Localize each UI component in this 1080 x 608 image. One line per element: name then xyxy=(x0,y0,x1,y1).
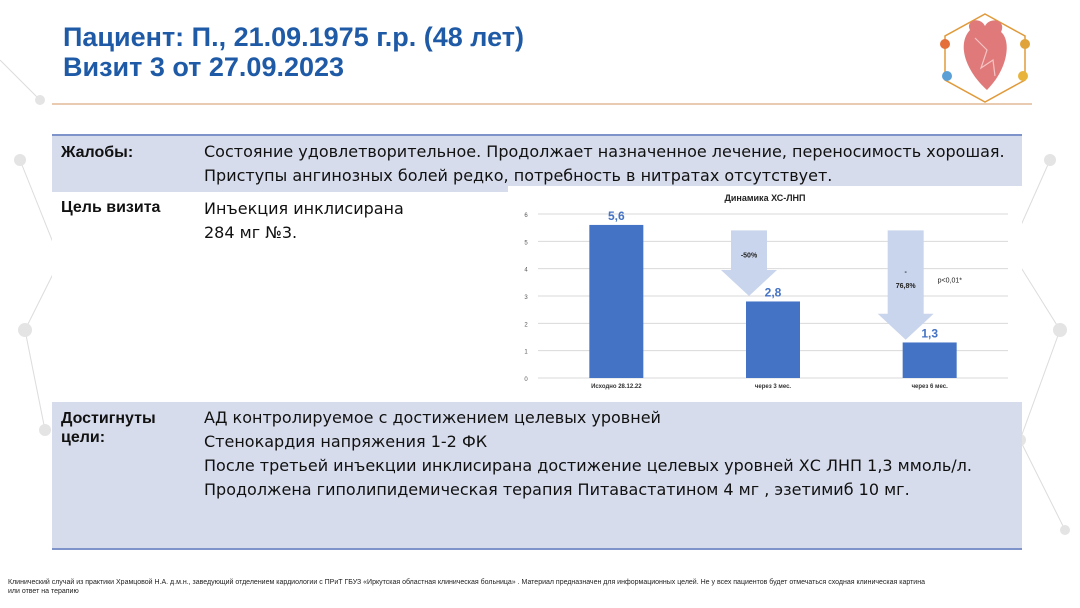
x-category-label: Исходно 28.12.22 xyxy=(591,384,642,390)
heart-hexagon-logo xyxy=(940,13,1030,103)
achieved-line: Продолжена гиполипидемическая терапия Пи… xyxy=(204,480,910,499)
bar-value-label: 2,8 xyxy=(765,285,782,299)
achieved-goals-text: АД контролируемое с достижением целевых … xyxy=(204,406,972,502)
ldl-chart-svg: Динамика ХС-ЛНП 0 1 2 3 4 5 6 5,6 Исходно 28.12.2… xyxy=(524,193,1008,390)
chart-title: Динамика ХС-ЛНП xyxy=(724,193,805,203)
y-tick-label: 0 xyxy=(524,377,528,383)
y-tick-label: 2 xyxy=(524,322,528,328)
x-category-label: через 3 мес. xyxy=(755,384,792,390)
complaints-text: Состояние удовлетворительное. Продолжает… xyxy=(204,140,1005,188)
reduction-arrow-6m xyxy=(877,230,934,340)
y-tick-label: 5 xyxy=(524,240,528,246)
complaints-label: Жалобы: xyxy=(61,144,134,161)
reduction-label-3m: -50% xyxy=(741,253,758,260)
visit-goal-line: 284 мг №3. xyxy=(204,223,298,242)
y-tick-label: 3 xyxy=(524,295,528,301)
page-title: Пациент: П., 21.09.1975 г.р. (48 лет) Ви… xyxy=(63,22,524,82)
title-line-visit: Визит 3 от 27.09.2023 xyxy=(63,52,345,82)
reduction-label-6m-sign: - xyxy=(904,269,907,276)
bar-value-label: 5,6 xyxy=(608,209,625,223)
y-tick-label: 4 xyxy=(524,268,528,274)
p-value-label: p<0,01* xyxy=(938,277,963,284)
row-achieved-goals: Достигнуты цели: АД контролируемое с дос… xyxy=(52,402,1022,550)
title-divider xyxy=(52,103,1032,105)
chart-bar xyxy=(902,342,957,378)
complaints-line: Состояние удовлетворительное. Продолжает… xyxy=(204,142,1005,161)
visit-goal-label: Цель визита xyxy=(61,199,161,216)
chart-bar xyxy=(589,224,644,378)
reduction-label-6m: 76,8% xyxy=(896,283,917,290)
y-tick-label: 6 xyxy=(524,213,528,219)
achieved-line: Стенокардия напряжения 1-2 ФК xyxy=(204,432,488,451)
complaints-line: Приступы ангинозных болей редко, потребн… xyxy=(204,166,833,185)
reduction-arrow-3m xyxy=(721,230,777,296)
visit-goal-text: Инъекция инклисирана 284 мг №3. xyxy=(204,197,404,245)
visit-goal-line: Инъекция инклисирана xyxy=(204,199,404,218)
achieved-label-line: цели: xyxy=(61,429,106,446)
achieved-line: АД контролируемое с достижением целевых … xyxy=(204,408,661,427)
achieved-label-line: Достигнуты xyxy=(61,410,156,427)
row-complaints: Жалобы: Состояние удовлетворительное. Пр… xyxy=(52,134,1022,192)
x-category-label: через 6 мес. xyxy=(912,384,949,390)
footer-line: Клинический случай из практики Храмцовой… xyxy=(8,579,925,586)
y-tick-label: 1 xyxy=(524,350,528,356)
footer-line: или ответ на терапию xyxy=(8,588,79,595)
footer-disclaimer: Клинический случай из практики Храмцовой… xyxy=(8,578,1072,596)
chart-bar xyxy=(746,301,800,378)
achieved-goals-label: Достигнуты цели: xyxy=(61,409,156,447)
bar-value-label: 1,3 xyxy=(921,326,938,340)
achieved-line: После третьей инъекции инклисирана дости… xyxy=(204,456,972,475)
title-line-patient: Пациент: П., 21.09.1975 г.р. (48 лет) xyxy=(63,22,524,52)
ldl-chart: Динамика ХС-ЛНП 0 1 2 3 4 5 6 5,6 Исходно 28.12.2… xyxy=(508,186,1022,398)
